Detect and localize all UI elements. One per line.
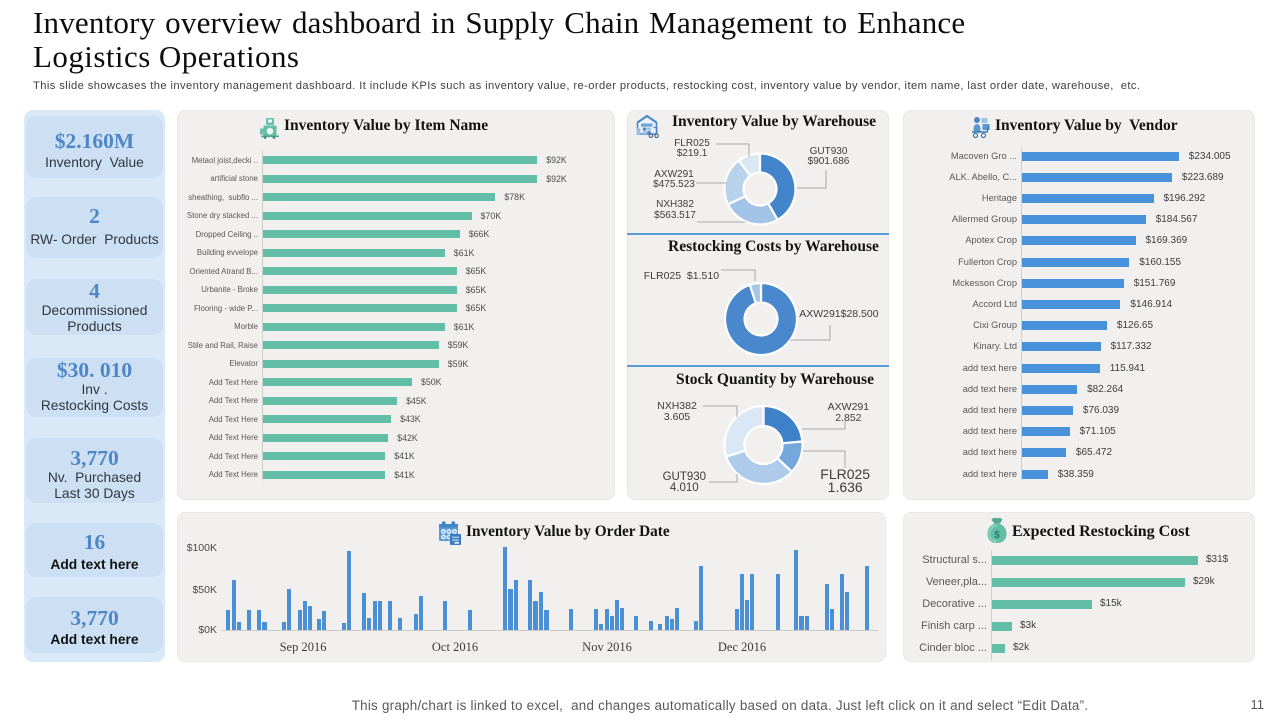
svg-text:$: $ <box>994 530 1000 541</box>
